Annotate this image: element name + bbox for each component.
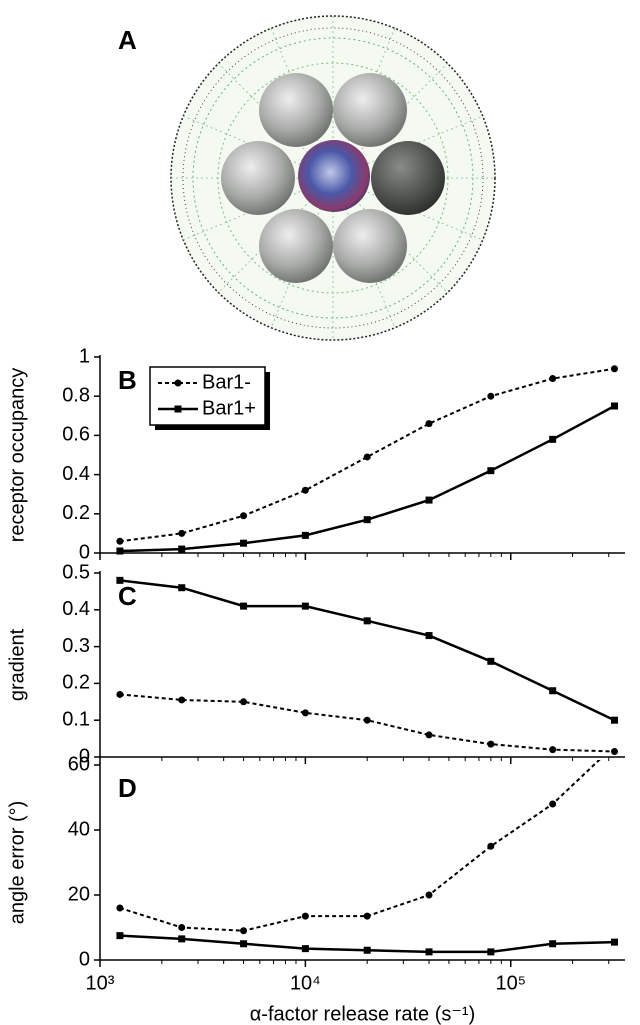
- legend-label: Bar1-: [202, 371, 251, 393]
- point: [240, 940, 248, 948]
- point: [301, 945, 309, 953]
- point: [116, 904, 124, 912]
- y-tick-label: 20: [68, 883, 90, 905]
- point: [178, 924, 186, 931]
- y-tick-label: 0.4: [62, 598, 90, 620]
- y-tick-label: 0.6: [62, 424, 90, 446]
- point: [363, 617, 371, 625]
- point: [549, 687, 557, 695]
- point: [363, 912, 371, 920]
- x-tick-label: 10⁴: [290, 972, 321, 994]
- x-axis-label: α-factor release rate (s⁻¹): [250, 1003, 476, 1025]
- point: [487, 657, 495, 665]
- y-tick-label: 0.8: [62, 384, 90, 406]
- plot-area: [116, 742, 618, 956]
- y-tick-label: 40: [68, 818, 90, 840]
- point: [610, 365, 618, 373]
- series-line: [119, 367, 615, 543]
- panel-label: B: [118, 365, 137, 395]
- y-tick-label: 0: [79, 948, 90, 970]
- point: [116, 537, 124, 545]
- point: [549, 800, 557, 808]
- point: [116, 690, 124, 698]
- point: [425, 420, 433, 428]
- point: [116, 547, 124, 555]
- y-tick-label: 0.1: [62, 708, 90, 730]
- y-tick-label: 0: [79, 745, 90, 767]
- point: [549, 940, 557, 948]
- point: [301, 709, 309, 717]
- legend-marker: [174, 405, 182, 413]
- point: [610, 716, 618, 724]
- point: [611, 742, 618, 749]
- point: [610, 938, 618, 946]
- x-tick-label: 10³: [86, 972, 115, 994]
- panel-label: A: [118, 25, 137, 55]
- point: [301, 912, 309, 920]
- y-axis-label: receptor occupancy: [6, 368, 28, 543]
- point: [487, 842, 495, 850]
- panel-label: D: [118, 773, 137, 803]
- panel-label: C: [118, 581, 137, 611]
- y-tick-label: 0.3: [62, 635, 90, 657]
- point: [549, 375, 557, 383]
- point: [549, 435, 557, 443]
- point: [363, 516, 371, 524]
- y-axis-label: gradient: [6, 628, 28, 701]
- plot-area: [116, 365, 618, 555]
- point: [240, 539, 248, 547]
- point: [487, 948, 495, 956]
- series-line: [119, 760, 601, 932]
- point: [487, 740, 495, 748]
- y-tick-label: 0.2: [62, 672, 90, 694]
- point: [301, 531, 309, 539]
- point: [487, 392, 495, 400]
- point: [610, 402, 618, 410]
- y-tick-label: 60: [68, 753, 90, 775]
- y-tick-label: 0.4: [62, 463, 90, 485]
- point: [425, 632, 433, 640]
- point: [425, 948, 433, 956]
- point: [178, 696, 186, 704]
- y-tick-label: 0: [79, 541, 90, 563]
- point: [487, 467, 495, 475]
- point: [116, 576, 124, 584]
- point: [116, 932, 124, 940]
- y-axis-label: angle error (°): [6, 801, 28, 925]
- point: [301, 486, 309, 494]
- legend-marker: [174, 379, 182, 387]
- point: [610, 747, 618, 755]
- point: [363, 716, 371, 724]
- point: [240, 698, 248, 706]
- point: [363, 946, 371, 954]
- point: [363, 453, 371, 461]
- point: [425, 891, 433, 899]
- legend-label: Bar1+: [202, 397, 256, 419]
- point: [549, 746, 557, 754]
- y-tick-label: 1: [79, 345, 90, 367]
- x-tick-label: 10⁵: [495, 972, 526, 994]
- point: [178, 935, 186, 943]
- y-tick-label: 0.2: [62, 502, 90, 524]
- point: [178, 545, 186, 553]
- point: [178, 584, 186, 592]
- point: [425, 496, 433, 504]
- point: [425, 731, 433, 739]
- point: [240, 927, 248, 935]
- point: [178, 529, 186, 537]
- y-tick-label: 0.5: [62, 561, 90, 583]
- series-line: [119, 579, 616, 722]
- plot-area: [116, 576, 618, 755]
- point: [240, 602, 248, 610]
- legend-box: [149, 366, 266, 426]
- point: [301, 602, 309, 610]
- panel-a-render: [170, 15, 496, 341]
- point: [240, 512, 248, 520]
